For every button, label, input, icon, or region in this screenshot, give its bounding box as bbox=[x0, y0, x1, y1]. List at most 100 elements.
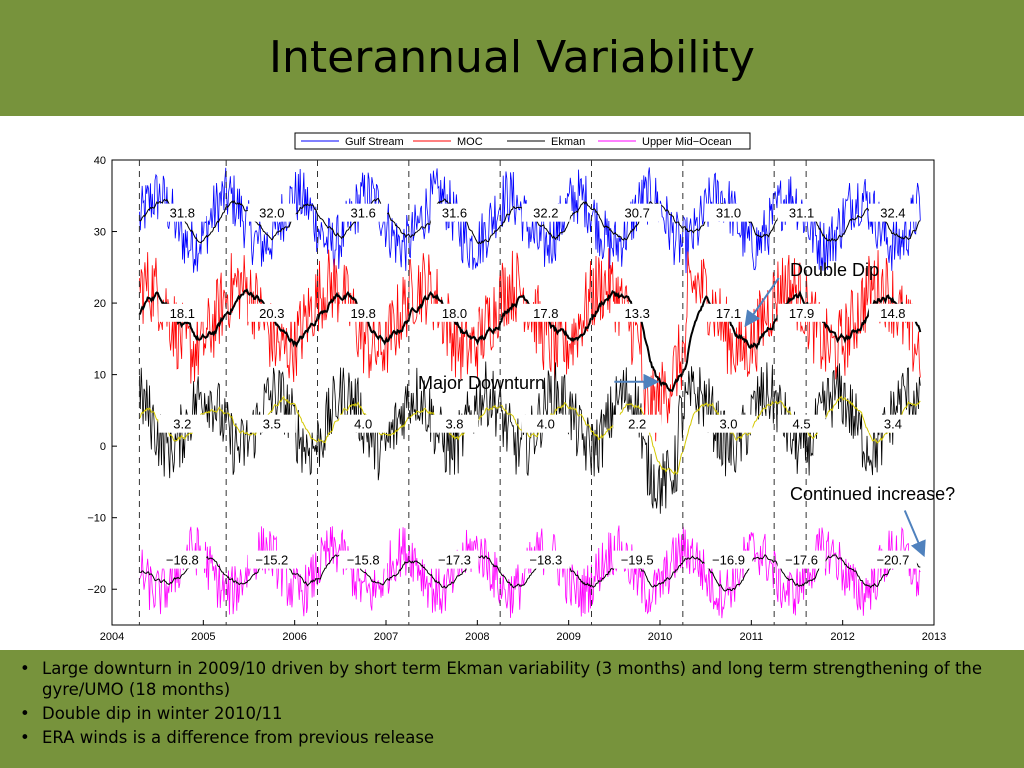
bullet-item: • ERA winds is a difference from previous… bbox=[20, 728, 435, 747]
period-mean-label: 3.0 bbox=[719, 417, 737, 432]
period-label-bg bbox=[704, 550, 753, 569]
period-mean-label: 14.8 bbox=[880, 306, 905, 321]
y-tick-label: 20 bbox=[94, 298, 106, 310]
period-label-bg bbox=[868, 303, 917, 322]
period-mean-label: −15.8 bbox=[347, 553, 380, 568]
bullet-dot-icon: • bbox=[20, 728, 30, 747]
period-mean-label: 17.8 bbox=[533, 306, 558, 321]
period-label-bg bbox=[247, 414, 296, 433]
period-label-bg bbox=[158, 414, 207, 433]
period-mean-label: 18.0 bbox=[442, 306, 467, 321]
period-mean-label: 31.0 bbox=[716, 206, 741, 221]
series-smoothed-line bbox=[139, 395, 921, 476]
slide-title: Interannual Variability bbox=[269, 32, 755, 83]
period-mean-label: 32.4 bbox=[880, 206, 905, 221]
annotation-arrow bbox=[744, 277, 780, 328]
period-mean-label: −18.3 bbox=[529, 553, 562, 568]
chart-area: 31.8 32.0 31.6 31.6 32.2 30.7 31.0 31.1 32.4 18.1… bbox=[0, 116, 1024, 650]
period-label-bg bbox=[158, 303, 207, 322]
period-label-bg bbox=[868, 414, 917, 433]
period-label-bg bbox=[777, 303, 826, 322]
annotation-label: Double Dip bbox=[790, 260, 879, 280]
period-label-bg bbox=[430, 414, 479, 433]
period-mean-label: −17.3 bbox=[438, 553, 471, 568]
period-label-bg bbox=[521, 414, 570, 433]
x-tick-label: 2004 bbox=[100, 631, 124, 643]
period-label-bg bbox=[158, 550, 207, 569]
period-label-bg bbox=[613, 550, 662, 569]
period-label-bg bbox=[339, 203, 388, 222]
period-label-bg bbox=[430, 303, 479, 322]
period-label-bg bbox=[613, 414, 662, 433]
period-label-bg bbox=[777, 203, 826, 222]
period-mean-label: 32.2 bbox=[533, 206, 558, 221]
period-label-bg bbox=[704, 414, 753, 433]
bullet-item: • Large downturn in 2009/10 driven by sho… bbox=[20, 659, 983, 699]
series-line bbox=[139, 525, 921, 619]
period-mean-label: 2.2 bbox=[628, 417, 646, 432]
period-mean-label: 13.3 bbox=[625, 306, 650, 321]
period-label-bg bbox=[430, 550, 479, 569]
y-tick-label: −20 bbox=[87, 584, 106, 596]
period-mean-label: 19.8 bbox=[351, 306, 376, 321]
annotation-label: Major Downturn bbox=[418, 373, 545, 393]
x-tick-label: 2008 bbox=[465, 631, 489, 643]
series-line bbox=[139, 167, 921, 274]
footer-banner: • Large downturn in 2009/10 driven by sho… bbox=[0, 650, 1024, 768]
period-label-bg bbox=[521, 550, 570, 569]
period-mean-label: 18.1 bbox=[170, 306, 195, 321]
period-mean-label: 31.1 bbox=[789, 206, 814, 221]
period-mean-label: 3.4 bbox=[884, 417, 902, 432]
legend-entry: MOC bbox=[457, 136, 483, 148]
period-mean-label: 4.5 bbox=[793, 417, 811, 432]
legend-entry: Upper Mid−Ocean bbox=[642, 136, 732, 148]
period-label-bg bbox=[521, 303, 570, 322]
period-mean-label: 4.0 bbox=[354, 417, 372, 432]
period-mean-label: −19.5 bbox=[621, 553, 654, 568]
x-tick-label: 2012 bbox=[830, 631, 854, 643]
period-mean-label: −17.6 bbox=[785, 553, 818, 568]
x-tick-label: 2005 bbox=[191, 631, 215, 643]
y-tick-label: 0 bbox=[100, 441, 106, 453]
legend: Gulf Stream MOC Ekman Upper Mid−Ocean bbox=[294, 132, 751, 150]
period-label-bg bbox=[613, 203, 662, 222]
period-boundaries bbox=[138, 160, 807, 625]
period-label-bg bbox=[339, 550, 388, 569]
bullet-dot-icon: • bbox=[20, 659, 30, 678]
y-tick-label: 40 bbox=[94, 155, 106, 167]
period-mean-label: −16.9 bbox=[712, 553, 745, 568]
period-label-bg bbox=[704, 203, 753, 222]
x-tick-label: 2006 bbox=[282, 631, 306, 643]
x-tick-label: 2011 bbox=[740, 631, 764, 643]
title-banner: Interannual Variability bbox=[0, 0, 1024, 116]
x-tick-label: 2013 bbox=[922, 631, 946, 643]
period-mean-label: −16.8 bbox=[166, 553, 199, 568]
annotations: Double Dip Major Downturn Continued increa… bbox=[418, 260, 955, 558]
period-label-bg bbox=[613, 303, 662, 322]
period-mean-label: 20.3 bbox=[259, 306, 284, 321]
legend-entry: Ekman bbox=[551, 136, 585, 148]
period-mean-label: 31.6 bbox=[351, 206, 376, 221]
transport-timeseries-chart: 31.8 32.0 31.6 31.6 32.2 30.7 31.0 31.1 32.4 18.1… bbox=[87, 132, 955, 643]
y-tick-label: 30 bbox=[94, 227, 106, 239]
period-mean-label: 31.8 bbox=[170, 206, 195, 221]
x-tick-label: 2009 bbox=[556, 631, 580, 643]
period-label-bg bbox=[777, 550, 826, 569]
bullet-dot-icon: • bbox=[20, 704, 30, 723]
period-label-bg bbox=[704, 303, 753, 322]
x-tick-label: 2010 bbox=[648, 631, 672, 643]
period-mean-label: 31.6 bbox=[442, 206, 467, 221]
y-tick-label: 10 bbox=[94, 370, 106, 382]
period-label-bg bbox=[868, 550, 917, 569]
period-labels: 31.8 32.0 31.6 31.6 32.2 30.7 31.0 31.1 32.4 18.1… bbox=[158, 203, 917, 569]
period-mean-label: 3.8 bbox=[445, 417, 463, 432]
period-label-bg bbox=[339, 414, 388, 433]
period-mean-label: 32.0 bbox=[259, 206, 284, 221]
x-tick-label: 2007 bbox=[374, 631, 398, 643]
legend-entry: Gulf Stream bbox=[345, 136, 404, 148]
period-mean-label: −20.7 bbox=[876, 553, 909, 568]
period-mean-label: 3.2 bbox=[173, 417, 191, 432]
period-label-bg bbox=[777, 414, 826, 433]
period-mean-label: 4.0 bbox=[537, 417, 555, 432]
period-mean-label: 17.1 bbox=[716, 306, 741, 321]
